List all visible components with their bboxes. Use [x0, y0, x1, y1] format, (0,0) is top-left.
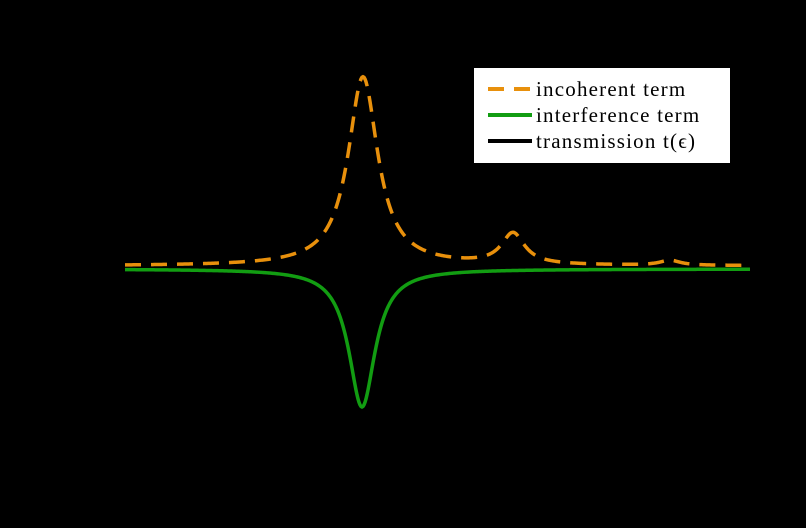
legend-item-incoherent: incoherent term: [488, 76, 730, 102]
solid-line-swatch-icon: [488, 113, 532, 117]
legend-item-interference: interference term: [488, 102, 730, 128]
incoherent-term-curve: [124, 74, 750, 268]
solid-line-swatch-icon: [488, 139, 532, 143]
dashed-line-swatch-icon: [488, 87, 532, 91]
interference-term-curve: [125, 267, 751, 409]
legend-item-transmission: transmission t(ϵ): [488, 128, 730, 154]
legend-label: interference term: [536, 102, 701, 127]
legend-label: transmission t(ϵ): [536, 128, 697, 153]
chart-legend: incoherent term interference term transm…: [474, 68, 730, 163]
legend-label: incoherent term: [536, 76, 687, 101]
